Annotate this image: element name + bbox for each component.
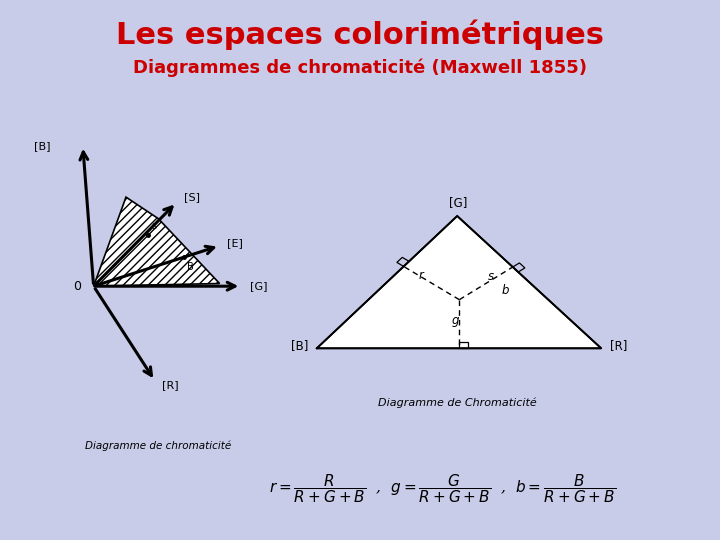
Text: [G]: [G]: [250, 281, 267, 291]
Text: B: B: [187, 262, 194, 272]
Text: Diagrammes de chromaticité (Maxwell 1855): Diagrammes de chromaticité (Maxwell 1855…: [133, 58, 587, 77]
Text: Diagramme de Chromaticité: Diagramme de Chromaticité: [378, 397, 536, 408]
Text: g: g: [452, 314, 459, 327]
Text: [R]: [R]: [610, 339, 627, 353]
Text: 0: 0: [73, 280, 81, 293]
Text: s: s: [151, 220, 156, 231]
Text: [S]: [S]: [184, 192, 199, 202]
Polygon shape: [94, 197, 220, 286]
Text: b: b: [502, 284, 509, 297]
Text: r: r: [418, 269, 423, 282]
Text: [G]: [G]: [449, 196, 468, 210]
Text: [R]: [R]: [162, 380, 179, 390]
Polygon shape: [317, 216, 601, 348]
Text: $r = \dfrac{R}{R+G+B}$  ,  $g = \dfrac{G}{R+G+B}$  ,  $b = \dfrac{B}{R+G+B}$: $r = \dfrac{R}{R+G+B}$ , $g = \dfrac{G}{…: [269, 472, 616, 505]
Text: [B]: [B]: [34, 141, 50, 151]
Text: s: s: [487, 270, 494, 283]
Text: Diagramme de chromaticité: Diagramme de chromaticité: [85, 440, 232, 451]
Text: [E]: [E]: [227, 238, 243, 248]
Text: [B]: [B]: [291, 339, 308, 353]
Text: Les espaces colorimétriques: Les espaces colorimétriques: [116, 20, 604, 50]
